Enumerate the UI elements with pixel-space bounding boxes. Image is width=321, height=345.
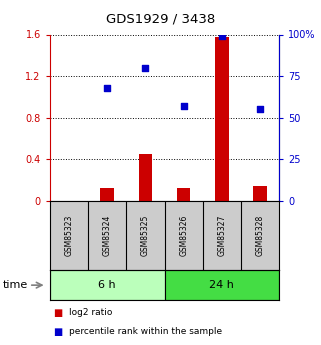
Point [181,104,186,109]
Text: log2 ratio: log2 ratio [69,308,112,317]
Text: ■: ■ [53,327,62,336]
Point [257,106,263,111]
Text: GSM85328: GSM85328 [256,215,265,256]
Point [105,85,110,91]
Bar [139,154,152,201]
Text: percentile rank within the sample: percentile rank within the sample [69,327,222,336]
Text: GDS1929 / 3438: GDS1929 / 3438 [106,12,215,25]
Bar [177,188,190,201]
Bar [254,186,267,201]
Bar [50,270,164,300]
Text: time: time [3,280,29,290]
Text: ■: ■ [53,308,62,318]
Text: GSM85326: GSM85326 [179,215,188,256]
Point [219,33,224,39]
Bar [215,37,229,201]
Text: GSM85327: GSM85327 [217,215,226,256]
Text: 6 h: 6 h [98,280,116,290]
Text: GSM85323: GSM85323 [65,215,74,256]
Text: 24 h: 24 h [210,280,234,290]
Bar [164,270,279,300]
Text: GSM85324: GSM85324 [103,215,112,256]
Text: GSM85325: GSM85325 [141,215,150,256]
Point [143,65,148,71]
Bar [100,188,114,201]
